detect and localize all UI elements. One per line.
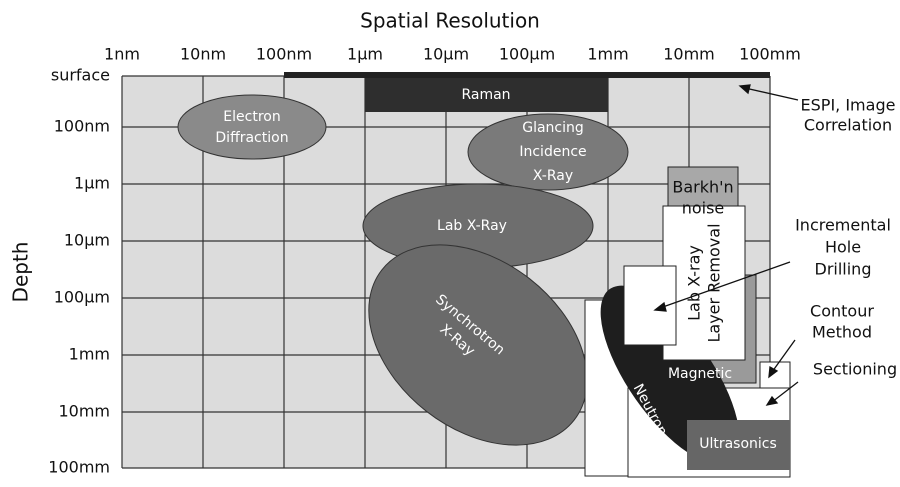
- synchrotron-region: [368, 244, 588, 446]
- electron-diffraction-region: [177, 94, 327, 160]
- y-tick-label: 10mm: [58, 402, 110, 421]
- label: Electron: [223, 109, 280, 125]
- label: Diffraction: [215, 130, 288, 146]
- x-tick-label: 100nm: [256, 45, 312, 64]
- label: X-Ray: [533, 168, 573, 184]
- x-tick-label: 100mm: [739, 45, 801, 64]
- label: Sectioning: [813, 360, 897, 379]
- y-tick-label: 1mm: [69, 345, 110, 364]
- label: Hole: [825, 238, 861, 257]
- x-tick-label: 1µm: [347, 45, 383, 64]
- y-axis-label: Depth: [9, 242, 33, 303]
- y-tick-label: surface: [51, 66, 110, 85]
- label: Glancing: [522, 120, 584, 136]
- x-tick-label: 1mm: [587, 45, 628, 64]
- x-tick-label: 1nm: [104, 45, 140, 64]
- title: Spatial Resolution: [360, 9, 540, 33]
- label: Contour: [810, 302, 874, 321]
- label: Lab X-ray: [685, 245, 704, 321]
- glancing-region: [467, 113, 629, 191]
- y-tick-label: 100µm: [54, 288, 110, 307]
- raman-box: [365, 78, 608, 112]
- label: Barkh'n: [672, 178, 733, 197]
- label: ESPI, Image: [801, 96, 896, 115]
- label: noise: [682, 199, 725, 218]
- contour-box: [759, 361, 791, 389]
- ultrasonics-box: [687, 420, 790, 470]
- x-tick-label: 100µm: [499, 45, 555, 64]
- label: Raman: [461, 87, 510, 103]
- label: Drilling: [815, 260, 872, 279]
- label: Incremental: [795, 216, 891, 235]
- label: Method: [812, 323, 872, 342]
- label: Incidence: [519, 144, 586, 160]
- y-tick-label: 1µm: [74, 174, 110, 193]
- x-tick-label: 10µm: [423, 45, 469, 64]
- x-tick-label: 10nm: [180, 45, 226, 64]
- espi-bar: [284, 72, 770, 78]
- x-tick-label: 10mm: [663, 45, 715, 64]
- label: Layer Removal: [705, 223, 724, 342]
- label: Ultrasonics: [699, 436, 777, 452]
- y-tick-label: 10µm: [64, 231, 110, 250]
- y-tick-label: 100nm: [54, 117, 110, 136]
- label: Magnetic: [668, 366, 732, 382]
- label: Correlation: [804, 116, 892, 135]
- arrows: [653, 84, 799, 406]
- y-tick-label: 100mm: [48, 458, 110, 477]
- label: Lab X-Ray: [437, 218, 507, 234]
